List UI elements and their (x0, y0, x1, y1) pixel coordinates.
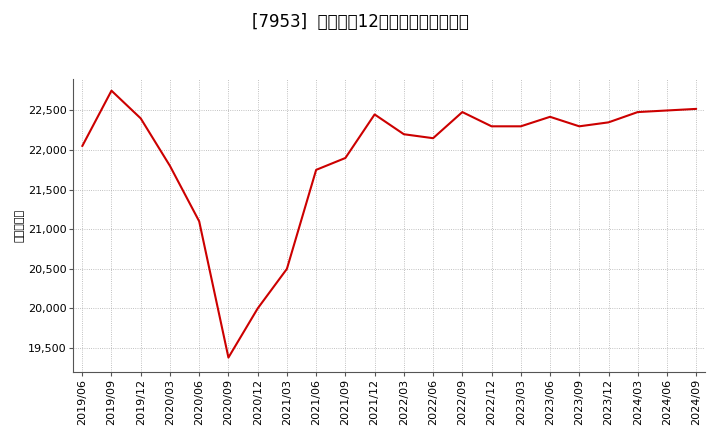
Y-axis label: （百万円）: （百万円） (15, 209, 25, 242)
Text: [7953]  売上高の12か月移動合計の推移: [7953] 売上高の12か月移動合計の推移 (251, 13, 469, 31)
